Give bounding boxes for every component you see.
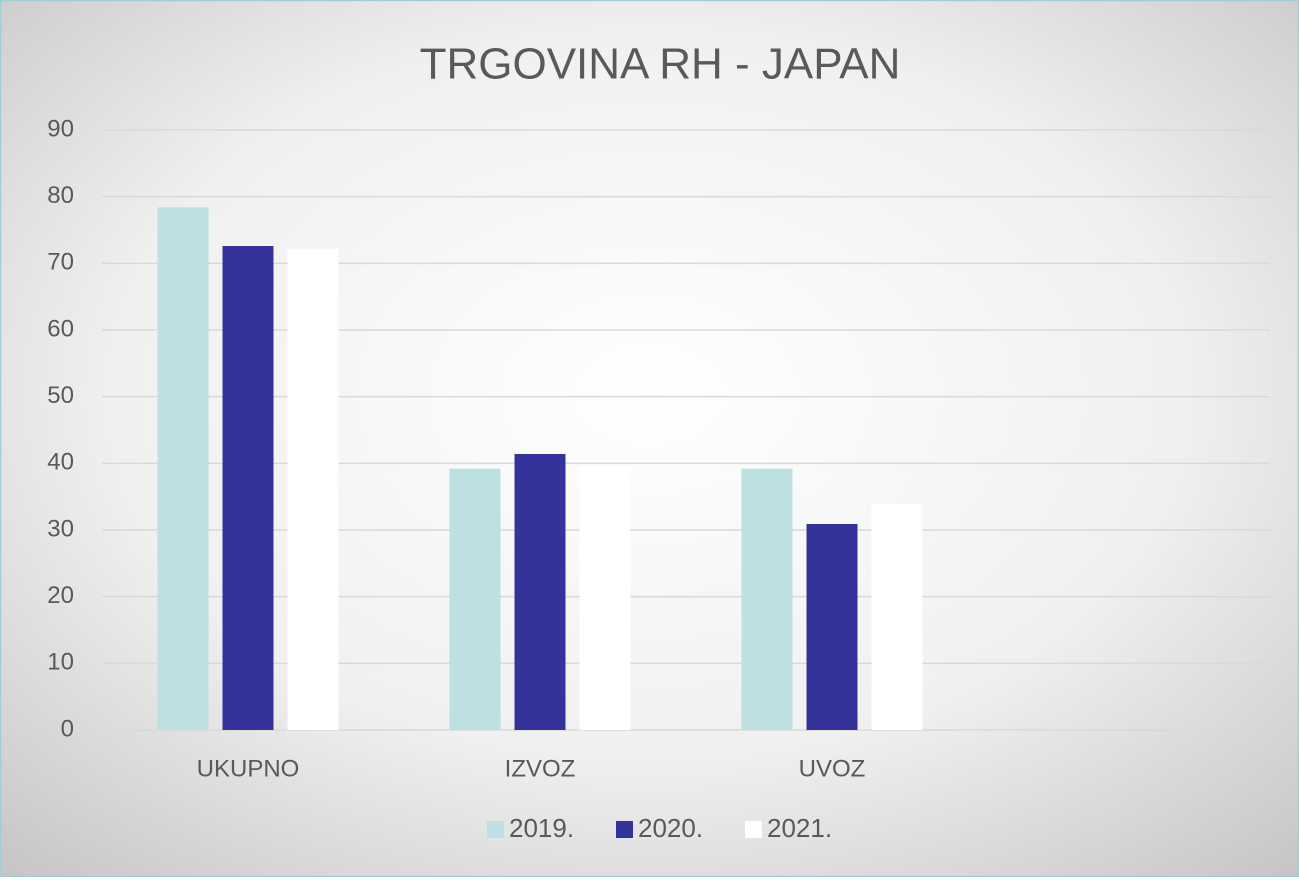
bar	[871, 504, 923, 730]
y-tick-label: 10	[47, 649, 74, 676]
y-tick-label: 70	[47, 249, 74, 276]
y-tick-label: 20	[47, 582, 74, 609]
legend-label: 2021.	[767, 813, 832, 843]
legend-swatch	[487, 821, 504, 838]
legend-label: 2020.	[638, 813, 703, 843]
y-tick-label: 80	[47, 182, 74, 209]
legend-label: 2019.	[509, 813, 574, 843]
bar	[741, 468, 793, 730]
y-tick-label: 90	[47, 115, 74, 142]
x-tick-label: UKUPNO	[197, 755, 300, 782]
bar	[222, 246, 274, 730]
bar	[157, 207, 209, 731]
chart-title: TRGOVINA RH - JAPAN	[420, 40, 901, 89]
y-tick-label: 0	[61, 715, 74, 742]
bar	[579, 466, 631, 730]
y-tick-label: 30	[47, 515, 74, 542]
bar	[806, 524, 858, 730]
x-tick-label: IZVOZ	[505, 755, 576, 782]
bar	[287, 248, 339, 730]
legend-swatch	[745, 821, 762, 838]
y-tick-label: 40	[47, 449, 74, 476]
legend-swatch	[616, 821, 633, 838]
y-tick-label: 50	[47, 382, 74, 409]
bar	[449, 468, 501, 730]
y-tick-label: 60	[47, 315, 74, 342]
bar	[514, 454, 566, 730]
x-tick-label: UVOZ	[799, 755, 866, 782]
